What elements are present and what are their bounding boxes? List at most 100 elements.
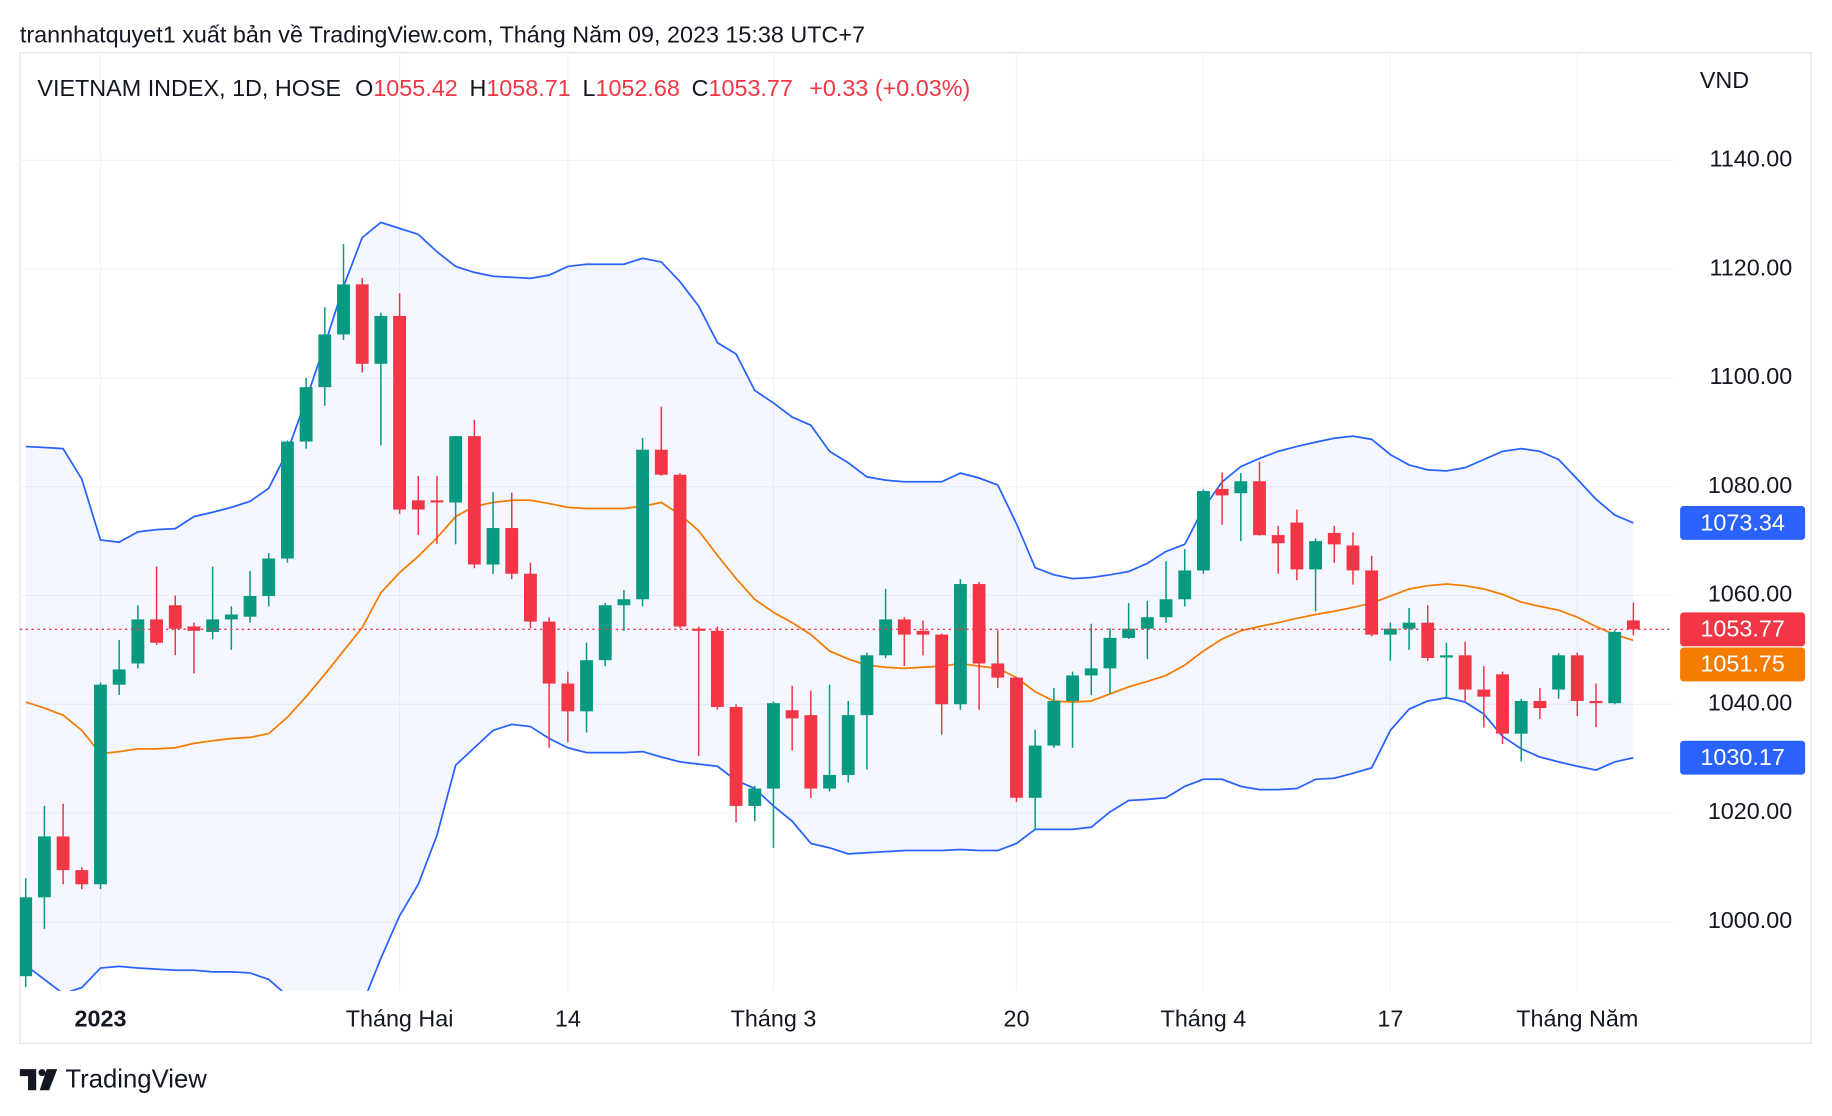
legend-ohlc-value: 1052.68 bbox=[595, 75, 679, 101]
candle bbox=[1589, 683, 1603, 728]
x-tick-label: 17 bbox=[1377, 1005, 1403, 1031]
candle-body bbox=[1140, 617, 1154, 629]
y-tick-label: 1140.00 bbox=[1710, 146, 1793, 172]
candle bbox=[636, 437, 650, 607]
legend-ohlc-key: H bbox=[469, 75, 486, 101]
candle-body bbox=[823, 774, 836, 789]
candle-body bbox=[411, 500, 425, 510]
candle bbox=[654, 406, 668, 476]
candle-body bbox=[1290, 522, 1304, 570]
legend-ohlc-key: C bbox=[692, 75, 709, 101]
candle-body bbox=[449, 436, 463, 503]
candle bbox=[1458, 641, 1472, 701]
candle-body bbox=[710, 630, 724, 707]
candle-body bbox=[486, 528, 500, 565]
x-tick-label: Tháng 4 bbox=[1161, 1005, 1247, 1031]
candle-body bbox=[224, 614, 238, 620]
legend-ohlc-value: 1058.71 bbox=[486, 75, 570, 101]
candle-body bbox=[879, 619, 893, 656]
candle bbox=[75, 867, 89, 890]
legend-ohlc-key: L bbox=[582, 75, 595, 101]
candle bbox=[1122, 603, 1136, 639]
candle bbox=[374, 312, 388, 446]
candle bbox=[1271, 525, 1285, 574]
candle-body bbox=[1589, 700, 1603, 704]
candle bbox=[729, 704, 743, 823]
band-fill bbox=[25, 222, 1634, 991]
candle-body bbox=[897, 619, 911, 635]
candle bbox=[1570, 652, 1584, 717]
candle-body bbox=[1552, 655, 1566, 690]
candle bbox=[860, 652, 874, 770]
candle bbox=[972, 581, 986, 710]
y-tick-label: 1000.00 bbox=[1708, 907, 1792, 933]
candle-body bbox=[75, 870, 89, 885]
candle-body bbox=[1215, 488, 1229, 496]
chart-frame bbox=[19, 52, 1812, 1045]
candle-body bbox=[1477, 689, 1491, 697]
candle bbox=[56, 803, 70, 885]
candle bbox=[318, 307, 332, 406]
candle-body bbox=[542, 621, 556, 684]
candle bbox=[542, 617, 556, 748]
candle-body bbox=[972, 584, 986, 664]
candle bbox=[1084, 623, 1098, 696]
currency-label: VND bbox=[1700, 67, 1749, 93]
candle-body bbox=[37, 836, 51, 898]
candle bbox=[355, 277, 369, 373]
candle bbox=[1309, 538, 1323, 612]
price-tag-label: 1030.17 bbox=[1700, 744, 1784, 770]
price-tag bbox=[1680, 505, 1806, 540]
candle bbox=[673, 473, 687, 629]
candle-body bbox=[19, 897, 33, 977]
legend-ohlc-value: 1055.42 bbox=[373, 75, 457, 101]
candle bbox=[467, 419, 481, 569]
candle-body bbox=[598, 605, 612, 661]
candle bbox=[131, 605, 145, 669]
candle-body bbox=[673, 474, 687, 627]
candle-body bbox=[1365, 570, 1379, 635]
band-line bbox=[25, 696, 1634, 991]
candle-body bbox=[1178, 570, 1192, 600]
candle-body bbox=[524, 573, 537, 622]
candle-body bbox=[729, 706, 743, 806]
candle-body bbox=[860, 655, 874, 716]
candle-body bbox=[767, 703, 780, 789]
y-tick-label: 1100.00 bbox=[1710, 363, 1793, 389]
candle bbox=[841, 700, 855, 783]
candle-body bbox=[94, 684, 107, 885]
candle bbox=[243, 571, 257, 623]
candle bbox=[935, 633, 949, 735]
candle-body bbox=[168, 605, 182, 629]
candle-body bbox=[580, 660, 593, 712]
candle bbox=[262, 553, 276, 607]
candle bbox=[823, 684, 836, 792]
candle-body bbox=[1066, 675, 1079, 701]
candle-body bbox=[1440, 655, 1453, 658]
x-tick-label: Tháng Năm bbox=[1516, 1005, 1638, 1031]
candle-body bbox=[1496, 674, 1509, 734]
x-tick-label: 14 bbox=[555, 1005, 581, 1031]
price-tag-label: 1051.75 bbox=[1700, 651, 1784, 677]
candle-body bbox=[916, 630, 930, 635]
candle-body bbox=[1533, 700, 1547, 709]
candle-body bbox=[1608, 631, 1622, 704]
candle-body bbox=[1271, 535, 1285, 544]
candle-body bbox=[654, 449, 668, 475]
candle bbox=[767, 701, 780, 848]
candle-body bbox=[337, 284, 350, 335]
candle bbox=[710, 626, 724, 710]
candle-body bbox=[1234, 481, 1248, 494]
candle bbox=[785, 685, 799, 751]
publisher-note: trannhatquyet1 xuất bản về TradingView.c… bbox=[20, 21, 865, 47]
candle bbox=[94, 682, 107, 890]
candle bbox=[1010, 677, 1023, 803]
candle bbox=[1365, 555, 1379, 637]
candle bbox=[1533, 687, 1547, 719]
candle-body bbox=[299, 387, 313, 442]
candle bbox=[1346, 532, 1360, 585]
candle-body bbox=[785, 710, 799, 719]
y-tick-label: 1080.00 bbox=[1708, 472, 1792, 498]
candle bbox=[1234, 473, 1248, 542]
price-tag bbox=[1680, 647, 1806, 682]
